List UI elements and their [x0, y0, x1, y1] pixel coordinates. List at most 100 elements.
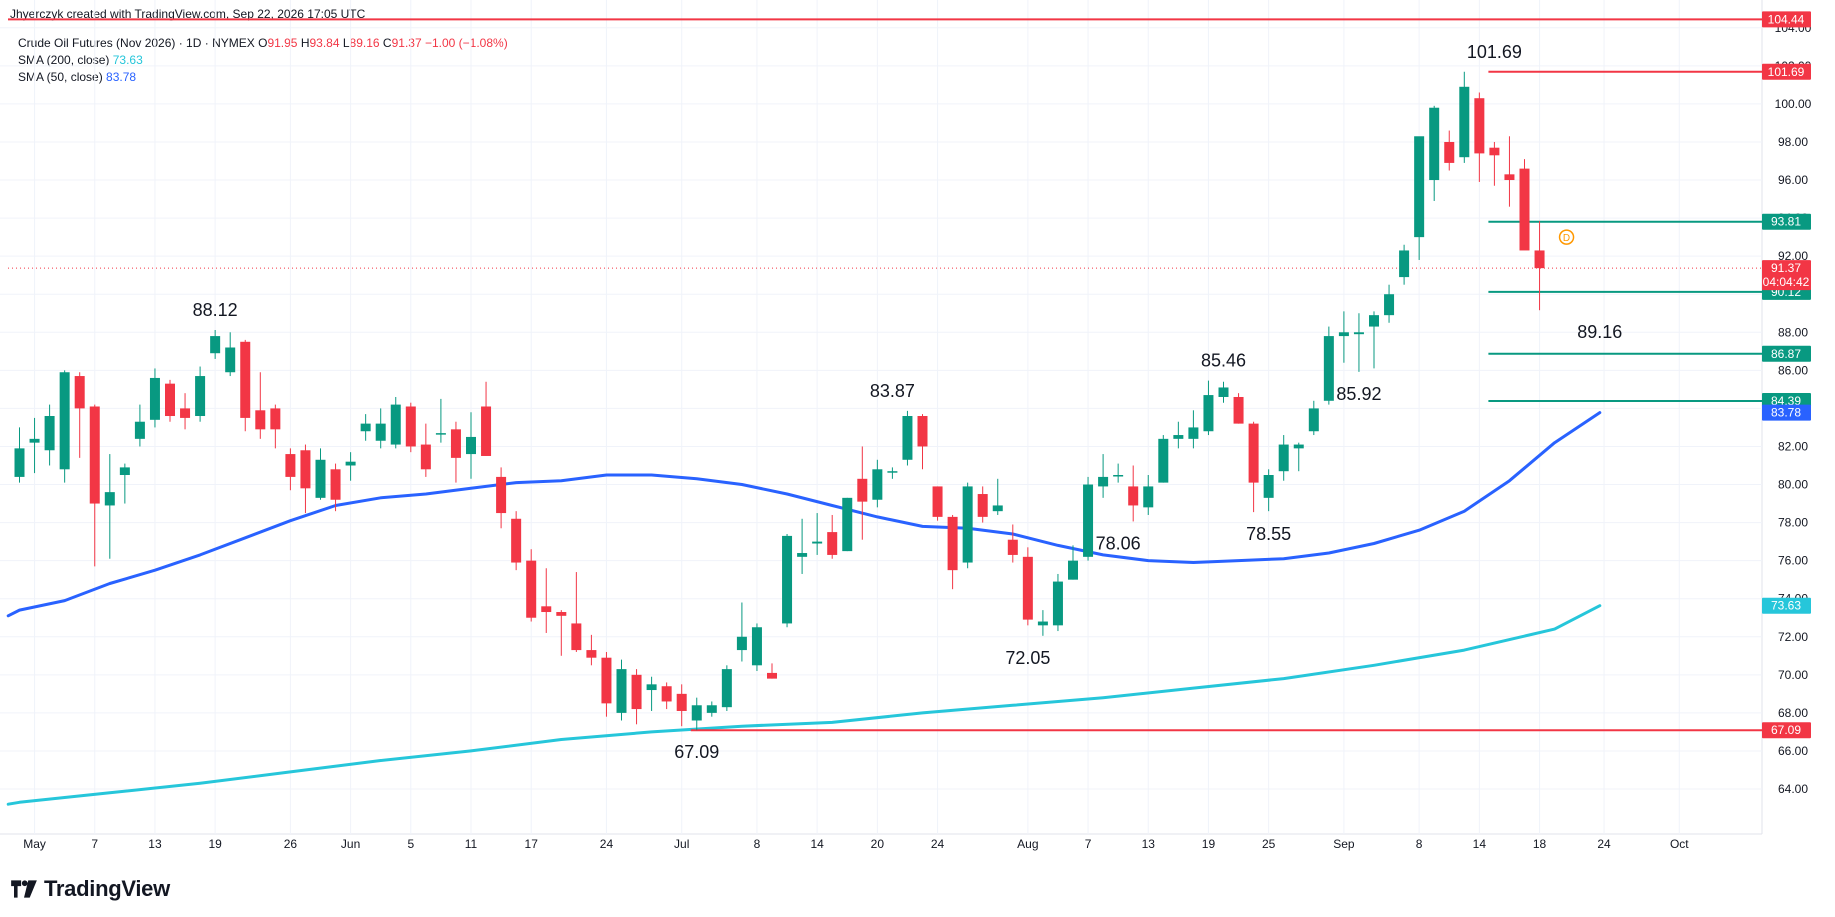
- y-tick-label: 86.00: [1778, 363, 1808, 377]
- candle-body: [751, 627, 762, 666]
- sma200-line: [6, 604, 1602, 806]
- sma200-path: [6, 604, 1602, 806]
- candle-body: [842, 497, 853, 552]
- y-tick-label: 76.00: [1778, 554, 1808, 568]
- candle: [797, 518, 808, 574]
- candle: [1369, 311, 1379, 369]
- level-tag-bg: [1762, 11, 1811, 28]
- x-tick-label: 5: [407, 837, 414, 851]
- candle: [1338, 311, 1349, 363]
- candle-body: [917, 416, 928, 447]
- price-annotation: 67.09: [674, 742, 719, 762]
- candle-body: [857, 478, 868, 502]
- candle-body: [797, 553, 808, 557]
- tradingview-brand[interactable]: TradingView: [10, 876, 170, 902]
- level-tag: 67.09: [1771, 723, 1801, 737]
- candle-body: [721, 669, 732, 708]
- legend-sma50-row[interactable]: SMA (50, close) 83.78: [18, 69, 508, 86]
- candle-body: [1248, 423, 1259, 483]
- candle-body: [1203, 395, 1214, 432]
- x-tick-label: 19: [1202, 837, 1216, 851]
- x-tick-label: 11: [465, 837, 478, 851]
- candle: [104, 454, 115, 559]
- candle: [1504, 136, 1515, 207]
- candle: [872, 459, 883, 508]
- legend-low-label: L: [342, 36, 350, 50]
- candle: [676, 684, 687, 727]
- candle-body: [1293, 444, 1304, 449]
- candle: [541, 568, 552, 633]
- candle: [330, 463, 341, 512]
- legend-high-value: 93.84: [309, 36, 340, 50]
- candle-body: [1007, 539, 1018, 555]
- legend-sma200-row[interactable]: SMA (200, close) 73.63: [18, 52, 508, 69]
- candle: [751, 623, 762, 672]
- y-tick-label: 64.00: [1778, 782, 1808, 796]
- candle-body: [1022, 556, 1033, 620]
- candle-body: [44, 416, 55, 451]
- candle-body: [180, 408, 191, 418]
- sma-tag-bg: [1762, 597, 1811, 614]
- sma-tag: 73.63: [1771, 599, 1801, 613]
- price-annotation: 83.87: [870, 381, 915, 401]
- candle: [59, 370, 70, 483]
- candle-body: [962, 486, 973, 563]
- y-tick-label: 70.00: [1778, 668, 1808, 682]
- tradingview-logo-icon: [11, 880, 37, 898]
- dividend-marker-icon: [1558, 229, 1575, 245]
- candle-body: [255, 410, 266, 430]
- x-tick-label: 13: [1142, 837, 1156, 851]
- dividend-marker-label: D: [1563, 233, 1570, 244]
- candle-body: [691, 705, 702, 721]
- candle: [1037, 610, 1048, 636]
- candle: [390, 396, 401, 449]
- candle-body: [767, 672, 777, 679]
- candle: [149, 368, 160, 428]
- y-tick-label: 88.00: [1778, 325, 1808, 339]
- level-tag: 86.87: [1771, 347, 1801, 361]
- candle: [1188, 410, 1199, 449]
- candle-body: [74, 376, 85, 409]
- legend-low-value: 89.16: [349, 36, 380, 50]
- candle-body: [782, 535, 793, 624]
- candle: [1308, 400, 1319, 436]
- candle-body: [1519, 168, 1530, 251]
- level-tag-bg: [1762, 213, 1811, 230]
- candle: [44, 404, 55, 466]
- candle-body: [1083, 484, 1094, 557]
- candle-body: [646, 684, 657, 691]
- candle: [315, 448, 326, 500]
- candle: [435, 398, 446, 443]
- candle-body: [225, 347, 236, 373]
- candle: [134, 404, 145, 447]
- candle: [661, 682, 672, 710]
- level-tag: 84.39: [1771, 394, 1801, 408]
- candle-body: [1173, 435, 1184, 439]
- candle-body: [165, 383, 175, 417]
- candle-body: [1068, 560, 1078, 580]
- price-annotation: 85.46: [1201, 351, 1246, 371]
- candle-body: [375, 423, 386, 441]
- y-tick-label: 66.00: [1778, 744, 1808, 758]
- candle-body: [1353, 332, 1364, 335]
- candle: [1459, 71, 1470, 163]
- x-tick-label: 20: [871, 837, 885, 851]
- candle: [1278, 435, 1289, 481]
- candle-body: [511, 518, 522, 563]
- candle: [360, 414, 371, 441]
- candle: [210, 329, 221, 359]
- legend-sma200-value: 73.63: [112, 53, 143, 67]
- candle: [466, 412, 476, 479]
- candle-body: [556, 612, 567, 616]
- candle: [1293, 442, 1304, 472]
- candle-body: [345, 461, 356, 466]
- current-price-tag: 91.37: [1771, 261, 1801, 275]
- time-axis[interactable]: May 7 13 19 26 Jun 5 11 17 24 Jul 8 14 20 24 Aug 7 13 19 25…: [23, 837, 1689, 851]
- candle: [420, 423, 431, 477]
- candle-body: [827, 532, 838, 555]
- candle-body: [1384, 294, 1395, 316]
- legend-sma50-label: SMA (50, close): [18, 70, 103, 84]
- candle: [706, 701, 717, 717]
- candle: [1143, 475, 1154, 515]
